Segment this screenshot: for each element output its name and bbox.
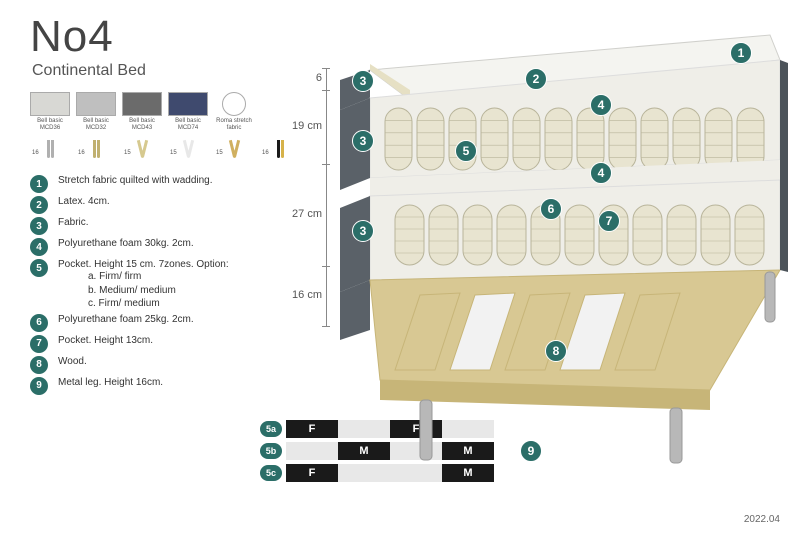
leg-swatches: 16 16 15 15 15 16 [30,134,300,158]
legend-text: Pocket. Height 13cm. [58,335,153,346]
callout-badge: 8 [545,340,567,362]
swatch-color [168,92,208,116]
dimension-line [326,266,327,326]
leg-icon [97,140,100,158]
dimension-tick [322,90,330,91]
legend-row: 7 Pocket. Height 13cm. [30,335,290,353]
callout-badge: 6 [540,198,562,220]
legend-sub: c. Firm/ medium [58,297,229,311]
leg-icon [281,140,284,158]
fabric-swatch: Bell basic MCD36 [30,92,70,131]
leg-swatch: 16 [30,134,70,158]
leg-swatch: 15 [168,134,208,158]
leg-icon [47,140,50,158]
legend-text: Polyurethane foam 25kg. 2cm. [58,314,194,325]
legend-row: 9 Metal leg. Height 16cm. [30,377,290,395]
product-subtitle: Continental Bed [32,62,146,80]
firmness-tag: 5a [260,421,282,437]
callout-badge: 5 [455,140,477,162]
legend-number-badge: 6 [30,314,48,332]
leg-height-label: 15 [170,150,177,156]
legend-number-badge: 2 [30,196,48,214]
leg-height-label: 15 [216,150,223,156]
legend-text: Polyurethane foam 30kg. 2cm. [58,238,194,249]
legend-number-badge: 1 [30,175,48,193]
leg-swatch: 16 [260,134,300,158]
swatch-label: Bell basic MCD74 [168,118,208,131]
legend-text: Fabric. [58,217,89,228]
swatch-label: Bell basic MCD43 [122,118,162,131]
leg-height-label: 16 [262,150,269,156]
leg-swatch: 16 [76,134,116,158]
legend-sub: b. Medium/ medium [58,284,229,298]
callout-badge: 3 [352,130,374,152]
callout-badge: 4 [590,162,612,184]
firmness-tag: 5b [260,443,282,459]
swatch-color [122,92,162,116]
callout-badge: 4 [590,94,612,116]
swatch-color [222,92,246,116]
dimension-line [326,90,327,164]
legend-list: 1 Stretch fabric quilted with wadding. 2 La… [30,175,290,398]
callout-badge: 9 [520,440,542,462]
callout-badge: 2 [525,68,547,90]
fabric-swatch: Roma stretch fabric [214,92,254,131]
legend-text: Stretch fabric quilted with wadding. [58,175,213,186]
dimension-line [326,68,327,90]
dimension-label: 19 cm [286,120,322,132]
legend-text: Latex. 4cm. [58,196,110,207]
legend-text: Metal leg. Height 16cm. [58,377,163,388]
leg-icon [93,140,96,158]
legend-number-badge: 4 [30,238,48,256]
legend-number-badge: 7 [30,335,48,353]
leg-height-label: 16 [32,150,39,156]
swatch-label: Bell basic MCD36 [30,118,70,131]
legend-sub: a. Firm/ firm [58,270,229,284]
swatch-label: Bell basic MCD32 [76,118,116,131]
dimension-label: 6 [286,72,322,84]
legend-row: 4 Polyurethane foam 30kg. 2cm. [30,238,290,256]
firmness-tag: 5c [260,465,282,481]
swatch-color [30,92,70,116]
legend-number-badge: 8 [30,356,48,374]
leg-height-label: 16 [78,150,85,156]
fabric-swatch: Bell basic MCD32 [76,92,116,131]
legend-number-badge: 5 [30,259,48,277]
fabric-swatches: Bell basic MCD36 Bell basic MCD32 Bell bas… [30,92,254,131]
diagram-svg [310,20,790,500]
dimension-tick [322,164,330,165]
legend-number-badge: 9 [30,377,48,395]
legend-row: 6 Polyurethane foam 25kg. 2cm. [30,314,290,332]
swatch-color [76,92,116,116]
legend-row: 8 Wood. [30,356,290,374]
callout-badge: 7 [598,210,620,232]
leg-icon [277,140,280,158]
dimension-tick [322,68,330,69]
leg-swatch: 15 [214,134,254,158]
leg-icon [51,140,54,158]
dimension-tick [322,326,330,327]
callout-badge: 3 [352,220,374,242]
fabric-swatch: Bell basic MCD74 [168,92,208,131]
dimension-line [326,164,327,266]
leg-swatch: 15 [122,134,162,158]
dimension-tick [322,266,330,267]
dimension-label: 16 cm [286,289,322,301]
swatch-label: Roma stretch fabric [214,118,254,131]
legend-row: 1 Stretch fabric quilted with wadding. [30,175,290,193]
legend-row: 3 Fabric. [30,217,290,235]
legend-text: Wood. [58,356,87,367]
date-stamp: 2022.04 [744,514,780,525]
legend-text: Pocket. Height 15 cm. 7zones. Option:a. … [58,259,229,311]
callout-badge: 3 [352,70,374,92]
product-title: No4 [30,12,114,62]
callout-badge: 1 [730,42,752,64]
dimension-label: 27 cm [286,208,322,220]
cutaway-diagram: 619 cm27 cm16 cm 123435467389 [310,20,790,500]
leg-height-label: 15 [124,150,131,156]
legend-number-badge: 3 [30,217,48,235]
fabric-swatch: Bell basic MCD43 [122,92,162,131]
legend-row: 2 Latex. 4cm. [30,196,290,214]
legend-row: 5 Pocket. Height 15 cm. 7zones. Option:a.… [30,259,290,311]
